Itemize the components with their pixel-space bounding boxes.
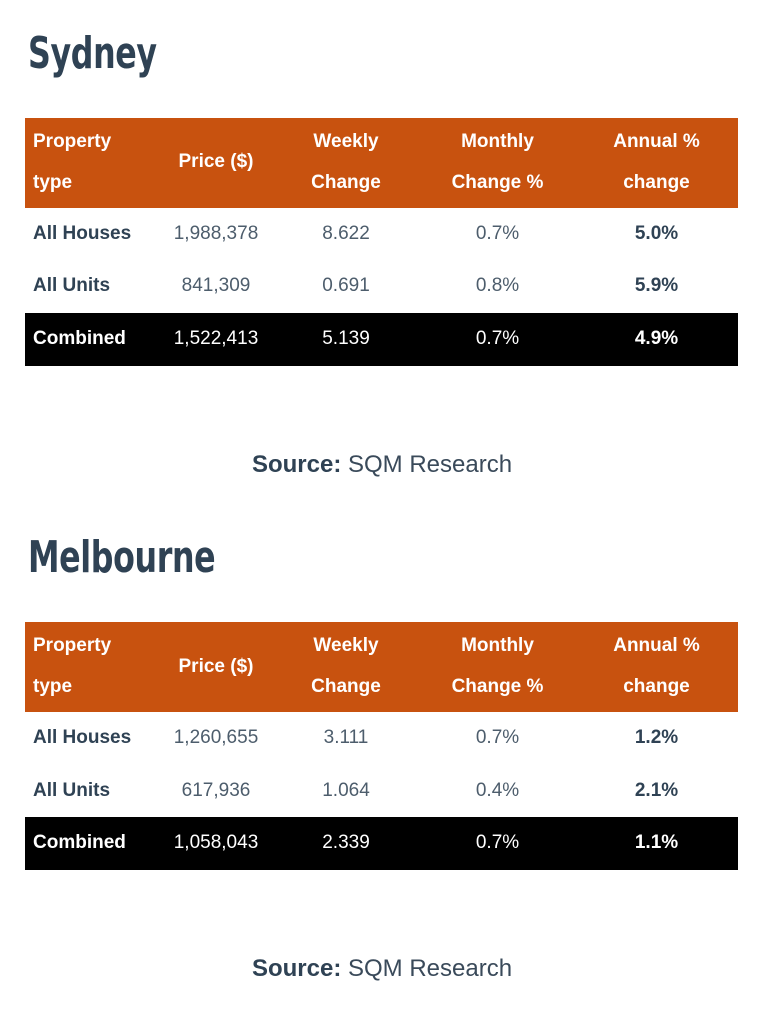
cell-annual-change: 5.0% — [634, 222, 679, 244]
cell-property-type: All Units — [33, 275, 111, 297]
cell-price: 841,309 — [181, 275, 251, 297]
source-value: SQM Research — [347, 451, 513, 479]
column-header-monthly-change: Monthly Change % — [420, 622, 575, 712]
section-melbourne: Melbourne Property type Price ($) Weekly… — [0, 532, 764, 983]
page-title-melbourne: Melbourne — [28, 532, 216, 584]
cell-monthly-change: 0.7% — [475, 222, 520, 244]
column-header-price: Price ($) — [160, 118, 272, 208]
cell-weekly-change: 0.691 — [322, 275, 370, 297]
table-body: All Houses 1,260,655 3.111 0.7% 1.2% All… — [25, 712, 738, 871]
column-header-monthly-change: Monthly Change % — [420, 118, 575, 208]
column-header-weekly-change: Weekly Change — [272, 622, 420, 712]
cell-price: 617,936 — [181, 779, 251, 801]
cell-monthly-change: 0.7% — [475, 726, 520, 748]
cell-monthly-change: 0.7% — [475, 328, 520, 350]
table-body: All Houses 1,988,378 8.622 0.7% 5.0% All… — [25, 208, 738, 367]
cell-monthly-change: 0.8% — [475, 275, 520, 297]
table-row: All Houses 1,260,655 3.111 0.7% 1.2% — [25, 712, 738, 765]
table-row: All Units 841,309 0.691 0.8% 5.9% — [25, 260, 738, 313]
melbourne-price-table: Property type Price ($) Weekly Change Mo… — [25, 622, 738, 871]
section-sydney: Sydney Property type Price ($) Weekly Ch… — [0, 28, 764, 479]
cell-annual-change: 5.9% — [634, 275, 679, 297]
cell-weekly-change: 8.622 — [322, 222, 370, 244]
table-row-combined: Combined 1,058,043 2.339 0.7% 1.1% — [25, 817, 738, 871]
cell-monthly-change: 0.7% — [475, 832, 520, 854]
table-row-combined: Combined 1,522,413 5.139 0.7% 4.9% — [25, 313, 738, 367]
source-attribution: Source: SQM Research — [0, 451, 764, 479]
page-title-sydney: Sydney — [28, 28, 157, 79]
header-row: Property type Price ($) Weekly Change Mo… — [25, 118, 738, 208]
cell-property-type: Combined — [33, 832, 126, 854]
column-header-annual-change: Annual % change — [575, 118, 738, 208]
cell-price: 1,260,655 — [173, 726, 259, 748]
table-row: All Houses 1,988,378 8.622 0.7% 5.0% — [25, 208, 738, 261]
header-row: Property type Price ($) Weekly Change Mo… — [25, 622, 738, 712]
cell-annual-change: 2.1% — [634, 779, 679, 801]
column-header-property-type: Property type — [25, 118, 160, 208]
page: Sydney Property type Price ($) Weekly Ch… — [0, 28, 764, 1024]
source-label: Source: — [251, 955, 342, 983]
cell-price: 1,058,043 — [173, 832, 259, 854]
source-value: SQM Research — [347, 955, 513, 983]
table-header: Property type Price ($) Weekly Change Mo… — [25, 622, 738, 712]
sydney-price-table: Property type Price ($) Weekly Change Mo… — [25, 118, 738, 367]
cell-weekly-change: 5.139 — [322, 328, 370, 350]
cell-price: 1,522,413 — [173, 328, 259, 350]
cell-property-type: All Houses — [33, 726, 132, 748]
cell-annual-change: 1.2% — [634, 726, 679, 748]
cell-price: 1,988,378 — [173, 222, 259, 244]
column-header-price: Price ($) — [160, 622, 272, 712]
cell-weekly-change: 3.111 — [323, 726, 369, 748]
cell-property-type: Combined — [33, 328, 126, 350]
cell-property-type: All Houses — [33, 222, 132, 244]
cell-weekly-change: 2.339 — [322, 832, 370, 854]
table-header: Property type Price ($) Weekly Change Mo… — [25, 118, 738, 208]
cell-annual-change: 4.9% — [634, 328, 679, 350]
column-header-property-type: Property type — [25, 622, 160, 712]
cell-property-type: All Units — [33, 779, 111, 801]
table-row: All Units 617,936 1.064 0.4% 2.1% — [25, 765, 738, 818]
source-attribution: Source: SQM Research — [0, 955, 764, 983]
column-header-annual-change: Annual % change — [575, 622, 738, 712]
cell-annual-change: 1.1% — [634, 832, 679, 854]
city-heading-wrap: Melbourne — [28, 532, 764, 586]
column-header-weekly-change: Weekly Change — [272, 118, 420, 208]
cell-monthly-change: 0.4% — [475, 779, 520, 801]
cell-weekly-change: 1.064 — [322, 779, 370, 801]
source-label: Source: — [251, 451, 342, 479]
city-heading-wrap: Sydney — [28, 28, 764, 82]
